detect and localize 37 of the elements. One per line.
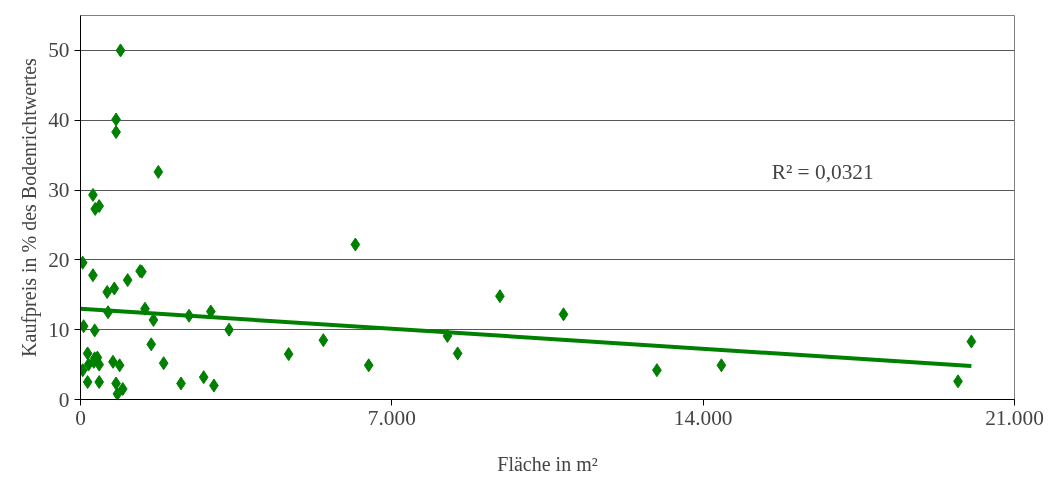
x-tick-label: 7.000 — [367, 405, 416, 430]
x-tick-label: 0 — [75, 405, 86, 430]
y-tick-label: 40 — [48, 108, 70, 133]
x-axis-title: Fläche in m² — [497, 452, 598, 475]
point — [146, 337, 157, 352]
point — [109, 281, 120, 296]
point — [82, 346, 93, 361]
point — [114, 358, 125, 373]
point — [198, 370, 209, 385]
x-tick-label: 14.000 — [673, 405, 733, 430]
point — [94, 357, 105, 372]
y-axis-title: Kaufpreis in % des Bodenrichtwertes — [18, 57, 42, 357]
y-tick-label: 10 — [48, 317, 70, 342]
point — [158, 356, 169, 371]
point — [318, 333, 329, 348]
point — [350, 237, 361, 252]
point — [153, 164, 164, 179]
y-tick-label: 30 — [48, 178, 70, 203]
point — [82, 375, 93, 390]
point — [115, 43, 126, 58]
point — [716, 358, 727, 373]
point — [122, 273, 133, 288]
point — [558, 307, 569, 322]
annotation: R² = 0,0321 — [771, 160, 874, 185]
y-tick-label: 0 — [58, 387, 70, 412]
x-tick-label: 21.000 — [985, 405, 1044, 430]
point — [89, 323, 100, 338]
point — [94, 375, 105, 390]
point — [102, 284, 113, 299]
y-tick-label: 20 — [48, 247, 70, 272]
point — [363, 358, 374, 373]
point — [112, 386, 123, 400]
point — [966, 334, 977, 349]
point — [452, 346, 463, 361]
y-tick-label: 50 — [48, 38, 70, 63]
point — [94, 199, 105, 214]
point — [283, 347, 294, 362]
